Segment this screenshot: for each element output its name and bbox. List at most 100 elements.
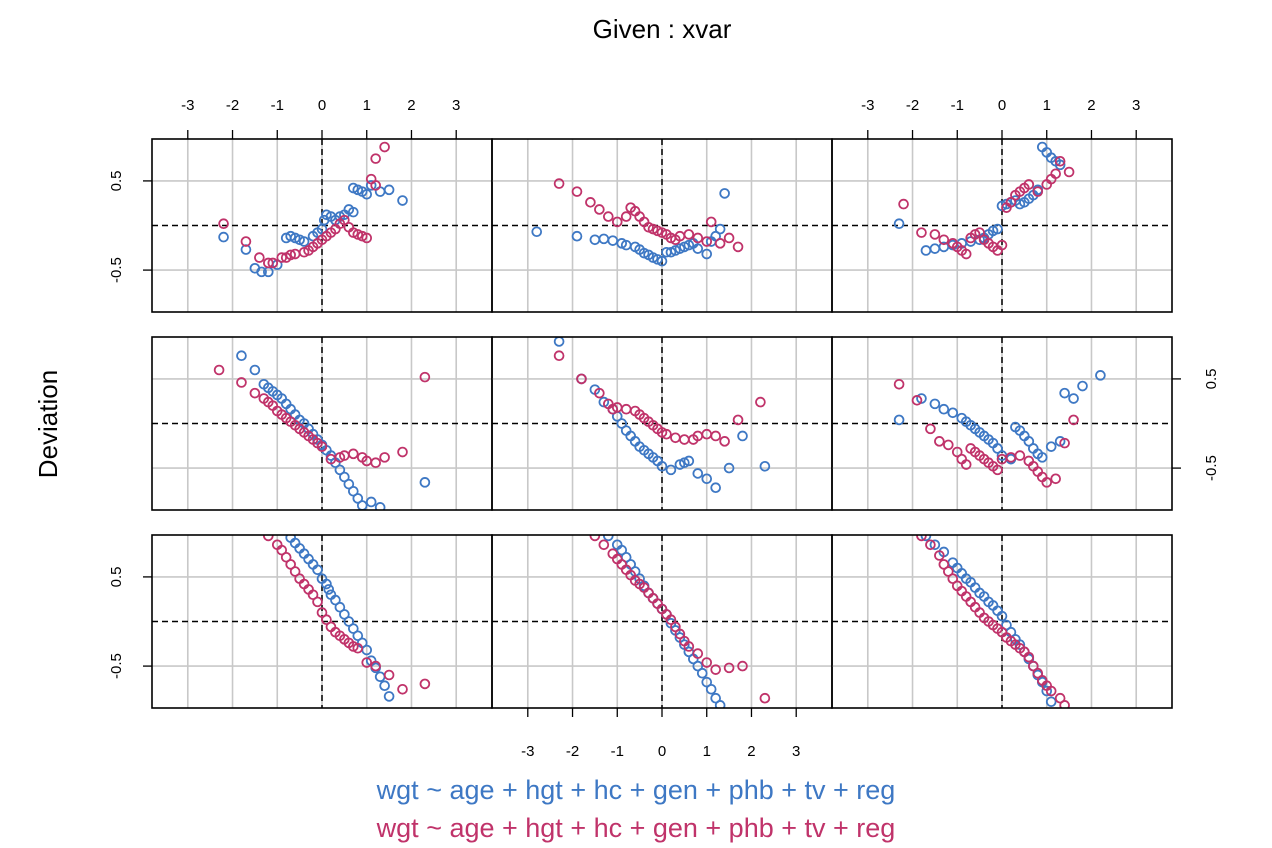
data-point-series-2: [285, 249, 296, 261]
data-point-series-1: [759, 461, 771, 472]
data-point-series-1: [361, 188, 373, 200]
x-axis-tick-label: 3: [792, 743, 800, 760]
data-point-series-1: [714, 700, 726, 708]
x-axis-tick-label: 3: [1132, 97, 1140, 114]
data-point-series-2: [397, 683, 408, 695]
data-point-series-2: [732, 414, 744, 426]
data-point-series-2: [383, 669, 395, 681]
y-axis-tick-label: 0.5: [108, 170, 125, 191]
data-point-series-1: [397, 195, 408, 206]
panel-r0-c1: [491, 138, 833, 313]
data-point-series-2: [598, 539, 610, 551]
data-point-series-2: [723, 232, 735, 244]
data-point-series-2: [934, 550, 945, 561]
data-point-series-2: [379, 141, 390, 153]
chart-title: Given : xvar: [593, 14, 732, 44]
data-point-series-2: [361, 232, 373, 244]
data-point-series-2: [594, 204, 605, 215]
data-point-series-2: [893, 378, 905, 390]
y-axis-tick-label: -0.5: [108, 653, 125, 679]
panel-points: [531, 178, 744, 267]
data-point-series-1: [920, 245, 932, 256]
data-point-series-2: [1068, 414, 1079, 426]
data-point-series-2: [213, 364, 225, 376]
data-point-series-2: [992, 464, 1003, 476]
data-point-series-2: [370, 153, 381, 164]
data-point-series-2: [263, 257, 274, 269]
data-point-series-2: [732, 241, 744, 253]
data-point-series-1: [383, 691, 395, 702]
data-point-series-1: [374, 186, 386, 197]
data-point-series-1: [365, 180, 377, 191]
panel-points: [553, 337, 771, 494]
data-point-series-2: [701, 236, 713, 247]
data-point-series-1: [603, 535, 614, 542]
data-point-series-2: [1059, 437, 1070, 449]
data-point-series-1: [920, 535, 932, 542]
data-point-series-1: [298, 236, 310, 247]
panel-r1-c0: [151, 336, 493, 511]
data-point-series-2: [589, 535, 601, 542]
data-point-series-2: [960, 248, 972, 260]
data-point-series-2: [925, 539, 936, 551]
data-point-series-1: [256, 266, 267, 278]
data-point-series-2: [943, 439, 954, 451]
data-point-series-1: [365, 496, 377, 508]
x-axis-tick-label: -1: [611, 743, 624, 760]
data-point-series-2: [692, 648, 704, 659]
data-point-series-2: [996, 239, 1008, 251]
data-point-series-1: [218, 231, 229, 243]
data-point-series-2: [661, 428, 672, 440]
data-point-series-1: [723, 462, 735, 474]
x-axis-tick-label: 2: [407, 97, 415, 114]
data-point-series-2: [755, 396, 766, 408]
data-point-series-2: [683, 229, 695, 240]
data-point-series-2: [1045, 685, 1057, 697]
data-point-series-1: [312, 564, 323, 576]
data-point-series-1: [893, 414, 905, 426]
data-point-series-2: [759, 692, 771, 704]
data-point-series-2: [249, 387, 261, 399]
data-point-series-2: [960, 459, 972, 470]
data-point-series-2: [1054, 155, 1066, 167]
data-point-series-2: [737, 660, 748, 672]
data-point-series-2: [370, 457, 381, 469]
panel-points: [916, 535, 1070, 708]
data-point-series-1: [553, 337, 565, 347]
panel-frame: [831, 534, 1173, 709]
data-point-series-1: [929, 398, 941, 410]
x-axis-tick-label: -2: [906, 97, 919, 114]
data-point-series-1: [1059, 387, 1070, 399]
x-axis-tick-label: 0: [318, 97, 326, 114]
data-point-series-2: [594, 387, 605, 399]
data-point-series-2: [620, 211, 632, 222]
data-point-series-1: [374, 502, 386, 510]
x-axis-tick-label: 1: [363, 97, 371, 114]
data-point-series-2: [419, 678, 431, 690]
data-point-series-2: [1014, 450, 1026, 461]
x-axis-tick-label: -2: [226, 97, 239, 114]
data-point-series-1: [374, 671, 386, 683]
data-point-series-2: [1023, 651, 1035, 663]
data-point-series-2: [719, 436, 730, 447]
data-point-series-2: [218, 218, 229, 230]
data-point-series-2: [254, 252, 265, 263]
data-point-series-1: [656, 255, 668, 267]
x-axis-tick-label: 1: [703, 743, 711, 760]
data-point-series-1: [701, 473, 713, 485]
x-axis-tick-label: -1: [271, 97, 284, 114]
panel-points: [213, 350, 431, 510]
data-point-series-2: [679, 434, 690, 445]
data-point-series-1: [893, 218, 905, 230]
x-axis-tick-label: 2: [747, 743, 755, 760]
data-point-series-2: [379, 452, 390, 463]
x-axis-tick-label: -1: [951, 97, 964, 114]
data-point-series-1: [656, 461, 668, 472]
data-point-series-2: [1050, 168, 1061, 180]
data-point-series-1: [1077, 380, 1088, 392]
data-point-series-2: [938, 234, 950, 246]
data-point-series-1: [929, 243, 941, 254]
data-point-series-1: [710, 482, 721, 494]
data-point-series-2: [1023, 179, 1035, 190]
data-point-series-1: [607, 235, 619, 246]
